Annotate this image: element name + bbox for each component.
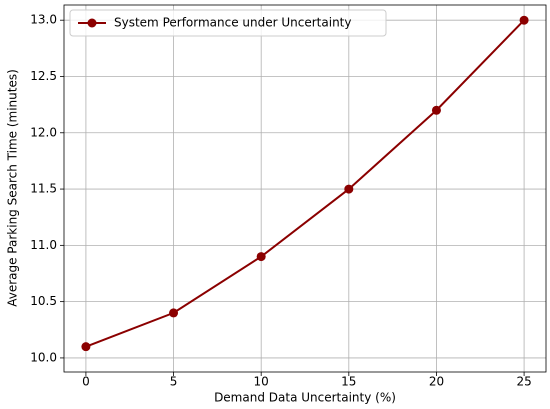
marker: [81, 342, 91, 352]
line: [85, 19, 525, 348]
y-tick-label: 11.0: [30, 238, 57, 252]
y-tick-label: 10.5: [30, 294, 57, 308]
marker: [344, 184, 354, 194]
marker: [256, 252, 266, 262]
marker: [519, 15, 529, 25]
y-tick-label: 12.0: [30, 125, 57, 139]
x-tick-label: 15: [341, 375, 356, 389]
plot-frame: [63, 4, 547, 373]
x-tick-label: 5: [170, 375, 178, 389]
x-tick-label: 20: [429, 375, 444, 389]
x-tick-label: 10: [254, 375, 269, 389]
legend-marker: [87, 18, 97, 28]
x-tick-label: 25: [516, 375, 531, 389]
legend-box: [69, 9, 387, 37]
x-axis-label: Demand Data Uncertainty (%): [214, 391, 396, 405]
x-tick-label: 0: [82, 375, 90, 389]
y-axis-label: Average Parking Search Time (minutes): [6, 69, 20, 307]
marker: [169, 308, 179, 318]
y-tick-label: 11.5: [30, 182, 57, 196]
y-tick-label: 10.0: [30, 350, 57, 364]
legend: System Performance under Uncertainty: [69, 9, 387, 37]
y-tick-label: 13.0: [30, 13, 57, 27]
legend-label: System Performance under Uncertainty: [114, 16, 352, 30]
marker: [431, 105, 441, 115]
y-tick-label: 12.5: [30, 69, 57, 83]
